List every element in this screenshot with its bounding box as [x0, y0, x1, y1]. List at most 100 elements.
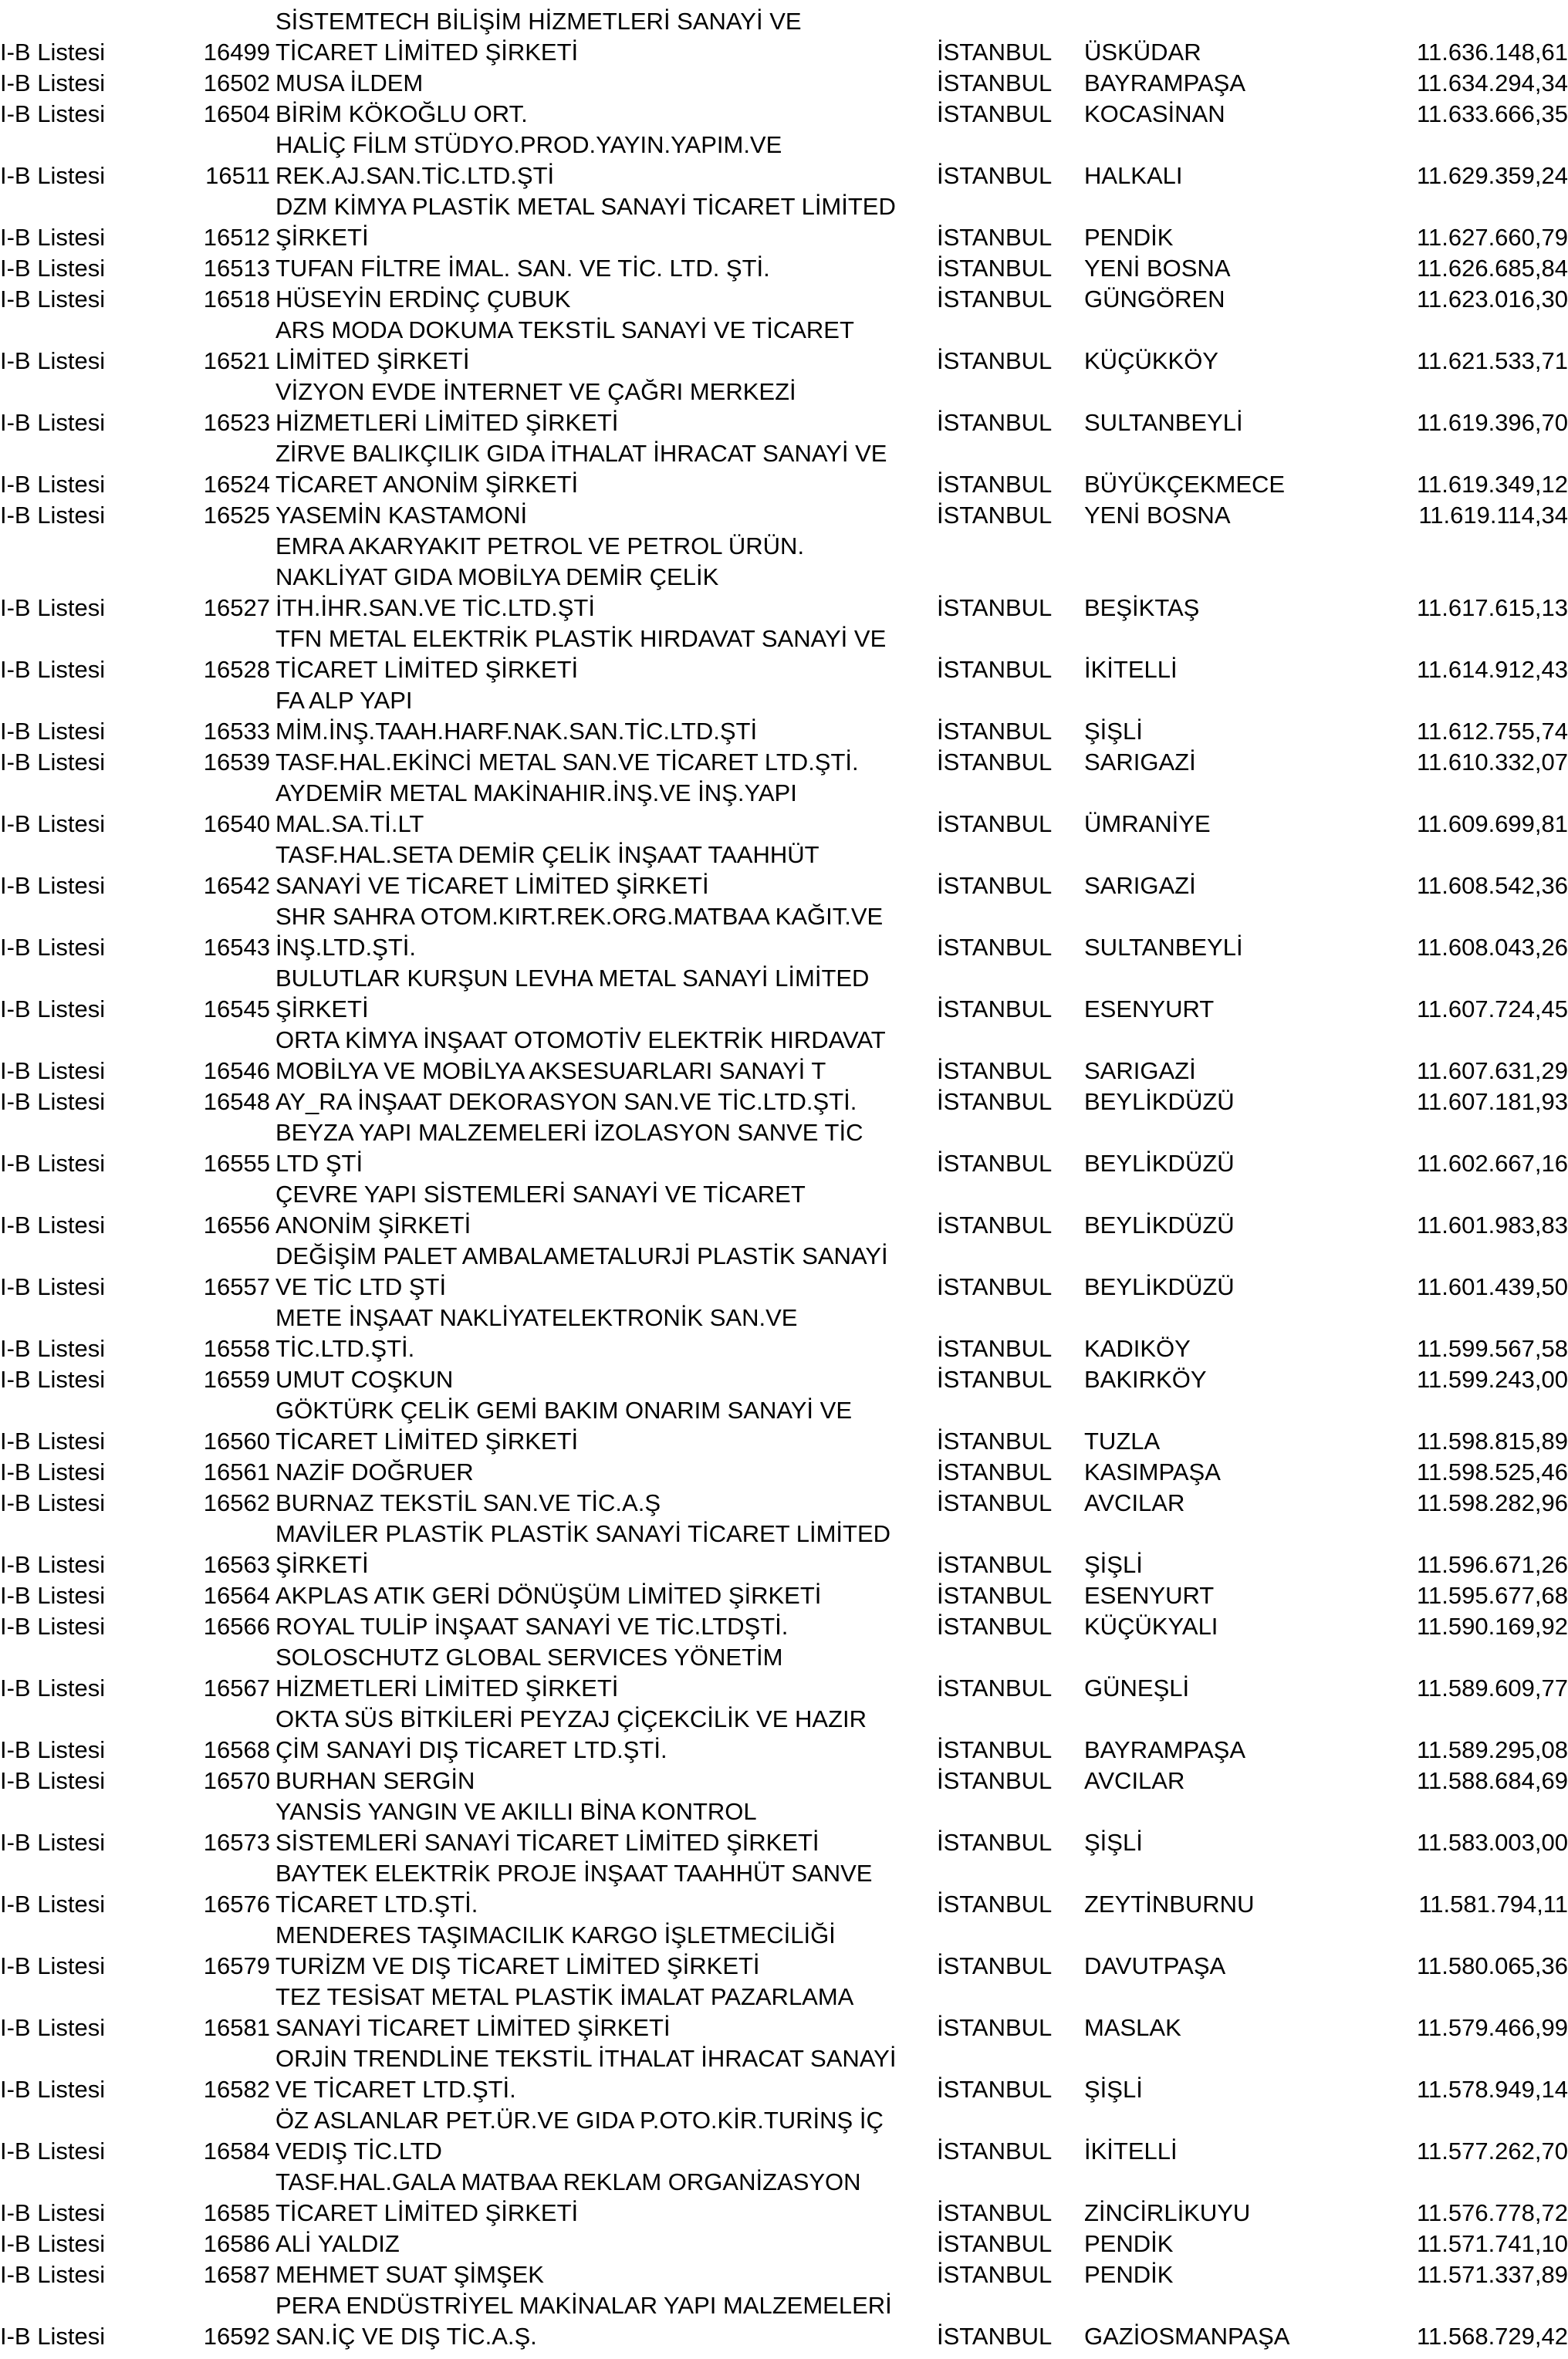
list-cell: I-B Listesi [0, 1582, 106, 1609]
name-line: TİCARET LTD.ŞTİ. [275, 1891, 478, 1918]
name-cell: TASF.HAL.GALA MATBAA REKLAM ORGANİZASYON… [270, 2167, 937, 2229]
table-row: I-B Listesi 16576 BAYTEK ELEKTRİK PROJE İN… [0, 1858, 1568, 1920]
city-cell: İSTANBUL [937, 39, 1053, 66]
name-line: NAZİF DOĞRUER [275, 1458, 474, 1485]
list-cell: I-B Listesi [0, 1458, 106, 1485]
city-cell: İSTANBUL [937, 100, 1053, 127]
list-cell: I-B Listesi [0, 2199, 106, 2226]
city-cell: İSTANBUL [937, 2076, 1053, 2103]
district-cell: BEYLİKDÜZÜ [1084, 1088, 1235, 1115]
name-line: AYDEMİR METAL MAKİNAHIR.İNŞ.VE İNŞ.YAPI [275, 779, 797, 806]
district-cell: ZİNCİRLİKUYU [1084, 2199, 1251, 2226]
district-cell: BEŞİKTAŞ [1084, 594, 1200, 621]
list-cell: I-B Listesi [0, 1891, 106, 1918]
amount-cell: 11.579.466,99 [1417, 2014, 1568, 2041]
id-cell: 16502 [203, 69, 270, 96]
id-cell: 16512 [203, 224, 270, 251]
table-row: I-B Listesi 16592 PERA ENDÜSTRİYEL MAKİNAL… [0, 2290, 1568, 2352]
id-cell: 16584 [203, 2138, 270, 2165]
name-line: LİMİTED ŞİRKETİ [275, 347, 470, 374]
amount-cell: 11.599.243,00 [1417, 1366, 1568, 1393]
amount-cell: 11.621.533,71 [1417, 347, 1568, 374]
name-cell: BİRİM KÖKOĞLU ORT. [270, 99, 937, 130]
city-cell: İSTANBUL [937, 69, 1053, 96]
table-row: I-B Listesi 16581 TEZ TESİSAT METAL PLASTİ… [0, 1982, 1568, 2043]
amount-cell: 11.608.542,36 [1417, 872, 1568, 899]
id-cell: 16558 [203, 1335, 270, 1362]
table-row: I-B Listesi 16587 MEHMET SUAT ŞİMŞEK İSTANB… [0, 2259, 1568, 2290]
name-line: ORTA KİMYA İNŞAAT OTOMOTİV ELEKTRİK HIRD… [275, 1026, 886, 1053]
district-cell: YENİ BOSNA [1084, 502, 1231, 529]
table-row: I-B Listesi 16568 OKTA SÜS BİTKİLERİ PEYZA… [0, 1704, 1568, 1766]
id-cell: 16582 [203, 2076, 270, 2103]
name-cell: BAYTEK ELEKTRİK PROJE İNŞAAT TAAHHÜT SAN… [270, 1858, 937, 1920]
id-cell: 16570 [203, 1767, 270, 1794]
amount-cell: 11.589.295,08 [1417, 1736, 1568, 1763]
district-cell: AVCILAR [1084, 1767, 1185, 1794]
name-cell: AYDEMİR METAL MAKİNAHIR.İNŞ.VE İNŞ.YAPI M… [270, 778, 937, 840]
district-cell: BAYRAMPAŞA [1084, 1736, 1246, 1763]
table-row: I-B Listesi 16559 UMUT COŞKUN İSTANBUL BAKIR… [0, 1364, 1568, 1395]
name-line: BİRİM KÖKOĞLU ORT. [275, 100, 528, 127]
table-row: I-B Listesi 16563 MAVİLER PLASTİK PLASTİK … [0, 1519, 1568, 1580]
name-line: ŞİRKETİ [275, 995, 369, 1022]
id-cell: 16562 [203, 1489, 270, 1516]
table-row: I-B Listesi 16567 SOLOSCHUTZ GLOBAL SERVIC… [0, 1642, 1568, 1704]
name-cell: ZİRVE BALIKÇILIK GIDA İTHALAT İHRACAT SA… [270, 438, 937, 500]
name-line: SOLOSCHUTZ GLOBAL SERVICES YÖNETİM [275, 1644, 783, 1671]
list-cell: I-B Listesi [0, 810, 106, 837]
district-cell: ÜMRANİYE [1084, 810, 1211, 837]
district-cell: SULTANBEYLİ [1084, 409, 1243, 436]
city-cell: İSTANBUL [937, 749, 1053, 776]
list-cell: I-B Listesi [0, 255, 106, 282]
name-line: TİCARET LİMİTED ŞİRKETİ [275, 1428, 579, 1455]
list-cell: I-B Listesi [0, 1613, 106, 1640]
city-cell: İSTANBUL [937, 409, 1053, 436]
district-cell: PENDİK [1084, 2261, 1174, 2288]
city-cell: İSTANBUL [937, 1273, 1053, 1300]
list-cell: I-B Listesi [0, 286, 106, 313]
table-row: I-B Listesi 16570 BURHAN SERGİN İSTANBUL AVC… [0, 1766, 1568, 1796]
list-cell: I-B Listesi [0, 656, 106, 683]
id-cell: 16556 [203, 1212, 270, 1239]
district-cell: PENDİK [1084, 2230, 1174, 2257]
name-line: TASF.HAL.GALA MATBAA REKLAM ORGANİZASYON [275, 2168, 861, 2195]
district-cell: KASIMPAŞA [1084, 1458, 1221, 1485]
id-cell: 16504 [203, 100, 270, 127]
id-cell: 16567 [203, 1675, 270, 1702]
table-row: I-B Listesi 16579 MENDERES TAŞIMACILIK KAR… [0, 1920, 1568, 1982]
list-cell: I-B Listesi [0, 1273, 106, 1300]
document-table: I-B Listesi 16499 SİSTEMTECH BİLİŞİM HİZME… [0, 6, 1568, 2352]
district-cell: SARIGAZİ [1084, 1057, 1196, 1084]
amount-cell: 11.619.396,70 [1417, 409, 1568, 436]
table-row: I-B Listesi 16585 TASF.HAL.GALA MATBAA REK… [0, 2167, 1568, 2229]
name-line: NAKLİYAT GIDA MOBİLYA DEMİR ÇELİK [275, 563, 719, 590]
amount-cell: 11.571.741,10 [1417, 2230, 1568, 2257]
district-cell: SARIGAZİ [1084, 749, 1196, 776]
name-line: İNŞ.LTD.ŞTİ. [275, 934, 417, 961]
name-cell: VİZYON EVDE İNTERNET VE ÇAĞRI MERKEZİ HİZ… [270, 377, 937, 438]
id-cell: 16586 [203, 2230, 270, 2257]
id-cell: 16540 [203, 810, 270, 837]
name-cell: SHR SAHRA OTOM.KIRT.REK.ORG.MATBAA KAĞIT… [270, 901, 937, 963]
district-cell: GÜNGÖREN [1084, 286, 1225, 313]
amount-cell: 11.627.660,79 [1417, 224, 1568, 251]
table-row: I-B Listesi 16557 DEĞİŞİM PALET AMBALAMETA… [0, 1241, 1568, 1303]
id-cell: 16527 [203, 594, 270, 621]
list-cell: I-B Listesi [0, 471, 106, 498]
district-cell: KÜÇÜKYALI [1084, 1613, 1218, 1640]
city-cell: İSTANBUL [937, 502, 1053, 529]
name-line: ROYAL TULİP İNŞAAT SANAYİ VE TİC.LTDŞTİ. [275, 1613, 789, 1640]
table-row: I-B Listesi 16543 SHR SAHRA OTOM.KIRT.REK.… [0, 901, 1568, 963]
city-cell: İSTANBUL [937, 1088, 1053, 1115]
name-line: ZİRVE BALIKÇILIK GIDA İTHALAT İHRACAT SA… [275, 440, 887, 467]
list-cell: I-B Listesi [0, 1335, 106, 1362]
name-line: BAYTEK ELEKTRİK PROJE İNŞAAT TAAHHÜT SAN… [275, 1860, 873, 1887]
id-cell: 16576 [203, 1891, 270, 1918]
table-row: I-B Listesi 16524 ZİRVE BALIKÇILIK GIDA İT… [0, 438, 1568, 500]
table-row: I-B Listesi 16558 METE İNŞAAT NAKLİYATELEK… [0, 1303, 1568, 1364]
name-line: REK.AJ.SAN.TİC.LTD.ŞTİ [275, 162, 555, 189]
amount-cell: 11.619.349,12 [1417, 471, 1568, 498]
table-row: I-B Listesi 16556 ÇEVRE YAPI SİSTEMLERİ SA… [0, 1179, 1568, 1241]
table-row: I-B Listesi 16564 AKPLAS ATIK GERİ DÖNÜŞÜM… [0, 1580, 1568, 1611]
